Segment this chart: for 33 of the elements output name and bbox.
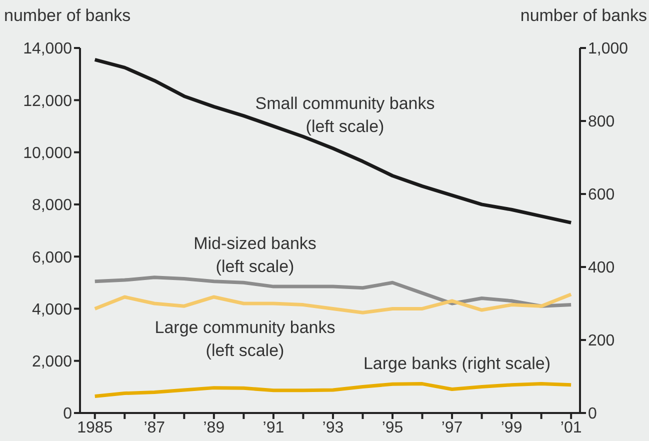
y-tick-label: 8,000	[32, 197, 72, 214]
series-label: Large community banks (left scale)	[154, 317, 336, 360]
line-series	[93, 382, 573, 398]
y-tick-label: 2,000	[32, 354, 72, 371]
y2-tick-label: 1,000	[588, 40, 628, 58]
y-tick-label: 12,000	[23, 92, 72, 110]
y2-tick-label: 400	[588, 260, 615, 277]
x-tick-label: ’91	[262, 419, 284, 436]
x-tick-label: 1985	[77, 419, 113, 436]
y2-axis-title: number of banks	[520, 6, 647, 26]
series-label: Mid-sized banks (left scale)	[192, 233, 318, 278]
x-tick-label: ’89	[203, 419, 225, 436]
series-label: Large banks (right scale)	[362, 353, 552, 375]
x-tick-label: ’99	[500, 419, 522, 436]
line-series	[93, 292, 573, 314]
line-series	[93, 58, 573, 224]
y2-tick-label: 0	[588, 406, 597, 423]
y2-tick-label: 600	[588, 186, 615, 204]
series-label: Small community banks (left scale)	[254, 93, 436, 138]
y-tick-label: 0	[63, 406, 72, 423]
x-tick-label: ’95	[382, 419, 404, 436]
y-tick-label: 6,000	[32, 249, 72, 266]
y2-tick-label: 800	[588, 114, 615, 131]
x-tick-label: ’93	[322, 419, 344, 436]
x-tick-label: ’97	[441, 419, 463, 436]
x-tick-label: ’01	[560, 419, 582, 436]
x-tick-label: ’87	[144, 419, 166, 436]
line-series	[93, 276, 573, 308]
y-tick-label: 10,000	[23, 144, 72, 162]
y-tick-label: 4,000	[32, 301, 72, 318]
y-axis-title: number of banks	[4, 6, 131, 26]
y-tick-label: 14,000	[23, 40, 72, 58]
y2-tick-label: 200	[588, 332, 615, 350]
